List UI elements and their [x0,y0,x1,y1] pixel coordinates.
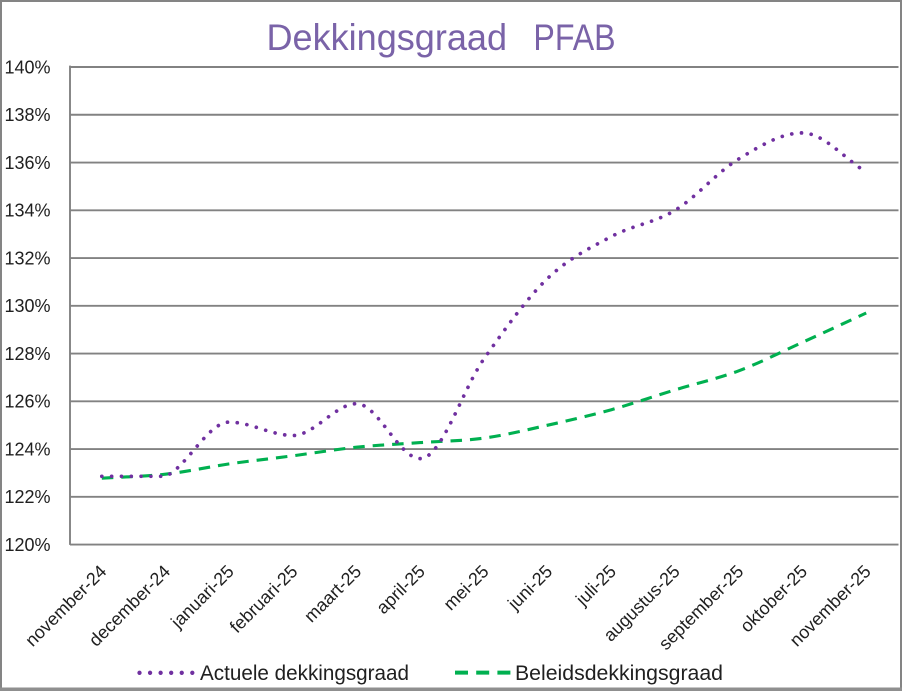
svg-text:Dekkingsgraad: Dekkingsgraad [267,17,508,58]
svg-text:Actuele dekkingsgraad: Actuele dekkingsgraad [200,662,409,685]
svg-text:124%: 124% [4,440,50,460]
svg-text:134%: 134% [4,201,50,221]
svg-text:126%: 126% [4,392,50,412]
svg-text:128%: 128% [4,344,50,364]
svg-text:138%: 138% [4,105,50,125]
svg-text:136%: 136% [4,153,50,173]
svg-text:120%: 120% [4,535,50,555]
svg-text:Beleidsdekkingsgraad: Beleidsdekkingsgraad [515,662,723,685]
svg-text:132%: 132% [4,248,50,268]
svg-text:122%: 122% [4,487,50,507]
svg-text:140%: 140% [4,57,50,77]
svg-text:PFAB: PFAB [533,17,615,58]
svg-text:130%: 130% [4,296,50,316]
